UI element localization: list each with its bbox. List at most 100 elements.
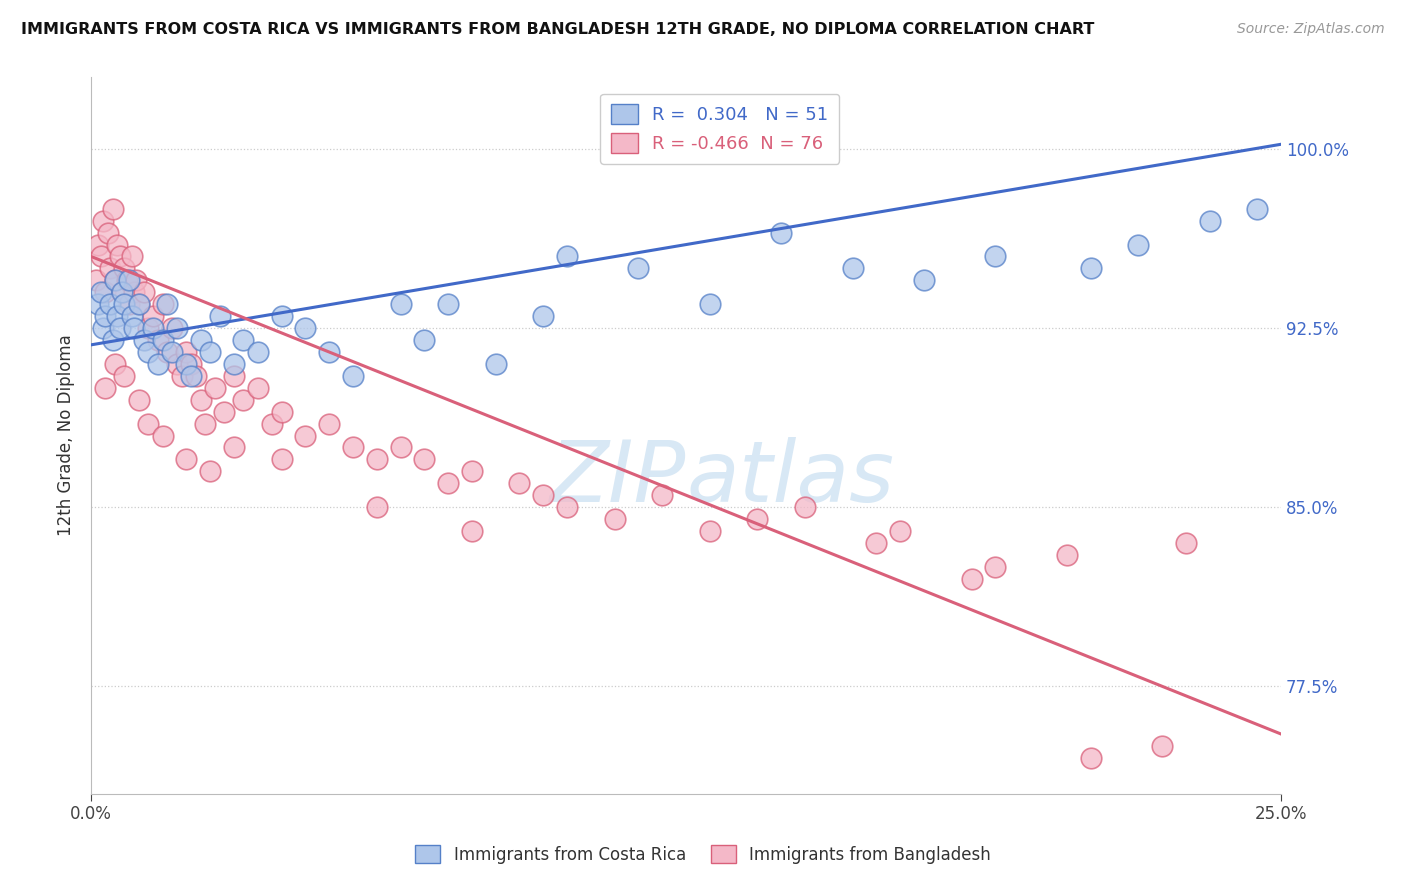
Point [156, 297, 179, 311]
Point [152, 333, 174, 347]
Point [366, 452, 388, 467]
Point [111, 285, 134, 300]
Point [1246, 202, 1268, 216]
Point [770, 226, 793, 240]
Point [389, 297, 412, 311]
Point [115, 273, 138, 287]
Point [1150, 739, 1173, 753]
Text: IMMIGRANTS FROM COSTA RICA VS IMMIGRANTS FROM BANGLADESH 12TH GRADE, NO DIPLOMA : IMMIGRANTS FROM COSTA RICA VS IMMIGRANTS… [21, 22, 1094, 37]
Point [627, 261, 650, 276]
Point [270, 452, 292, 467]
Point [190, 333, 212, 347]
Point [246, 381, 269, 395]
Point [104, 357, 127, 371]
Point [531, 309, 554, 323]
Point [136, 417, 159, 431]
Point [294, 428, 316, 442]
Point [841, 261, 863, 276]
Point [1128, 237, 1150, 252]
Point [342, 441, 364, 455]
Point [194, 417, 217, 431]
Point [91, 321, 114, 335]
Point [111, 285, 134, 300]
Point [146, 333, 169, 347]
Point [184, 368, 207, 383]
Point [1056, 548, 1078, 562]
Point [180, 357, 202, 371]
Point [461, 524, 484, 538]
Point [294, 321, 316, 335]
Point [984, 560, 1007, 574]
Point [794, 500, 817, 515]
Point [91, 213, 114, 227]
Point [128, 297, 150, 311]
Point [146, 357, 169, 371]
Point [204, 381, 226, 395]
Point [101, 333, 124, 347]
Point [603, 512, 626, 526]
Point [531, 488, 554, 502]
Point [132, 285, 155, 300]
Point [1080, 261, 1102, 276]
Point [156, 345, 179, 359]
Point [1080, 751, 1102, 765]
Point [190, 392, 212, 407]
Point [118, 273, 141, 287]
Point [121, 309, 143, 323]
Point [222, 441, 245, 455]
Point [94, 309, 117, 323]
Point [90, 250, 112, 264]
Point [166, 357, 188, 371]
Point [437, 297, 460, 311]
Point [118, 297, 141, 311]
Point [128, 392, 150, 407]
Point [98, 261, 121, 276]
Point [121, 250, 143, 264]
Point [166, 321, 188, 335]
Point [84, 273, 107, 287]
Point [222, 357, 245, 371]
Y-axis label: 12th Grade, No Diploma: 12th Grade, No Diploma [58, 334, 75, 536]
Point [270, 405, 292, 419]
Point [160, 321, 183, 335]
Point [342, 368, 364, 383]
Point [1198, 213, 1220, 227]
Point [699, 524, 721, 538]
Point [214, 405, 236, 419]
Point [651, 488, 673, 502]
Point [125, 273, 148, 287]
Point [94, 381, 117, 395]
Point [555, 250, 578, 264]
Point [160, 345, 183, 359]
Text: ZIP: ZIP [550, 437, 686, 520]
Point [699, 297, 721, 311]
Point [122, 285, 145, 300]
Point [246, 345, 269, 359]
Point [318, 345, 340, 359]
Point [136, 345, 159, 359]
Point [122, 321, 145, 335]
Point [98, 297, 121, 311]
Point [108, 321, 131, 335]
Point [413, 333, 436, 347]
Point [142, 321, 165, 335]
Point [128, 297, 150, 311]
Point [485, 357, 508, 371]
Legend: R =  0.304   N = 51, R = -0.466  N = 76: R = 0.304 N = 51, R = -0.466 N = 76 [600, 94, 839, 164]
Point [984, 250, 1007, 264]
Point [152, 297, 174, 311]
Point [176, 345, 198, 359]
Point [366, 500, 388, 515]
Text: atlas: atlas [686, 437, 894, 520]
Point [912, 273, 935, 287]
Point [508, 476, 530, 491]
Point [232, 333, 254, 347]
Point [555, 500, 578, 515]
Point [865, 536, 887, 550]
Point [136, 321, 159, 335]
Point [97, 226, 120, 240]
Point [461, 464, 484, 478]
Point [198, 464, 221, 478]
Point [437, 476, 460, 491]
Point [114, 297, 136, 311]
